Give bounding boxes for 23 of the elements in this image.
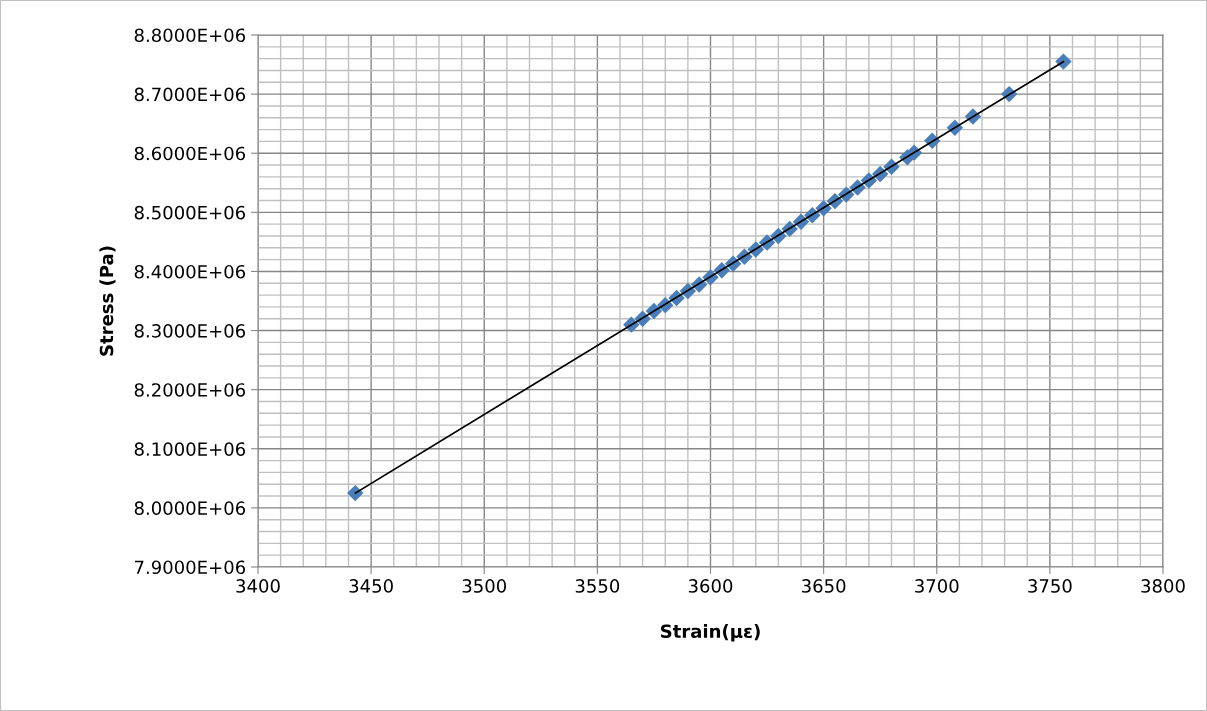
point [1055,53,1072,70]
y-tick-label: 8.1000E+06 [134,442,246,456]
y-tick-label: 8.2000E+06 [134,383,246,397]
y-axis-title: Stress (Pa) [99,246,116,356]
y-tick-label: 8.0000E+06 [134,501,246,516]
x-tick-label: 3750 [1028,579,1072,593]
x-tick-label: 3500 [462,579,507,593]
y-tick-label: 8.4000E+06 [134,264,246,279]
y-tick-label: 8.8000E+06 [134,28,246,43]
x-tick-label: 3650 [802,579,846,593]
point [347,484,364,502]
x-tick-label: 3450 [349,579,393,593]
x-tick-label: 3700 [915,579,959,593]
x-axis-title: Strain(με) [660,624,760,642]
y-tick-label: 8.7000E+06 [134,87,246,102]
x-tick-label: 3400 [236,579,280,593]
y-tick-label: 8.6000E+06 [134,146,246,161]
x-tick-label: 3800 [1141,579,1185,593]
x-tick-label: 3550 [575,579,620,593]
y-tick-label: 8.5000E+06 [134,205,246,220]
x-tick-label: 3600 [688,579,733,593]
y-tick-label: 7.9000E+06 [134,560,246,575]
y-tick-label: 8.3000E+06 [134,324,246,338]
